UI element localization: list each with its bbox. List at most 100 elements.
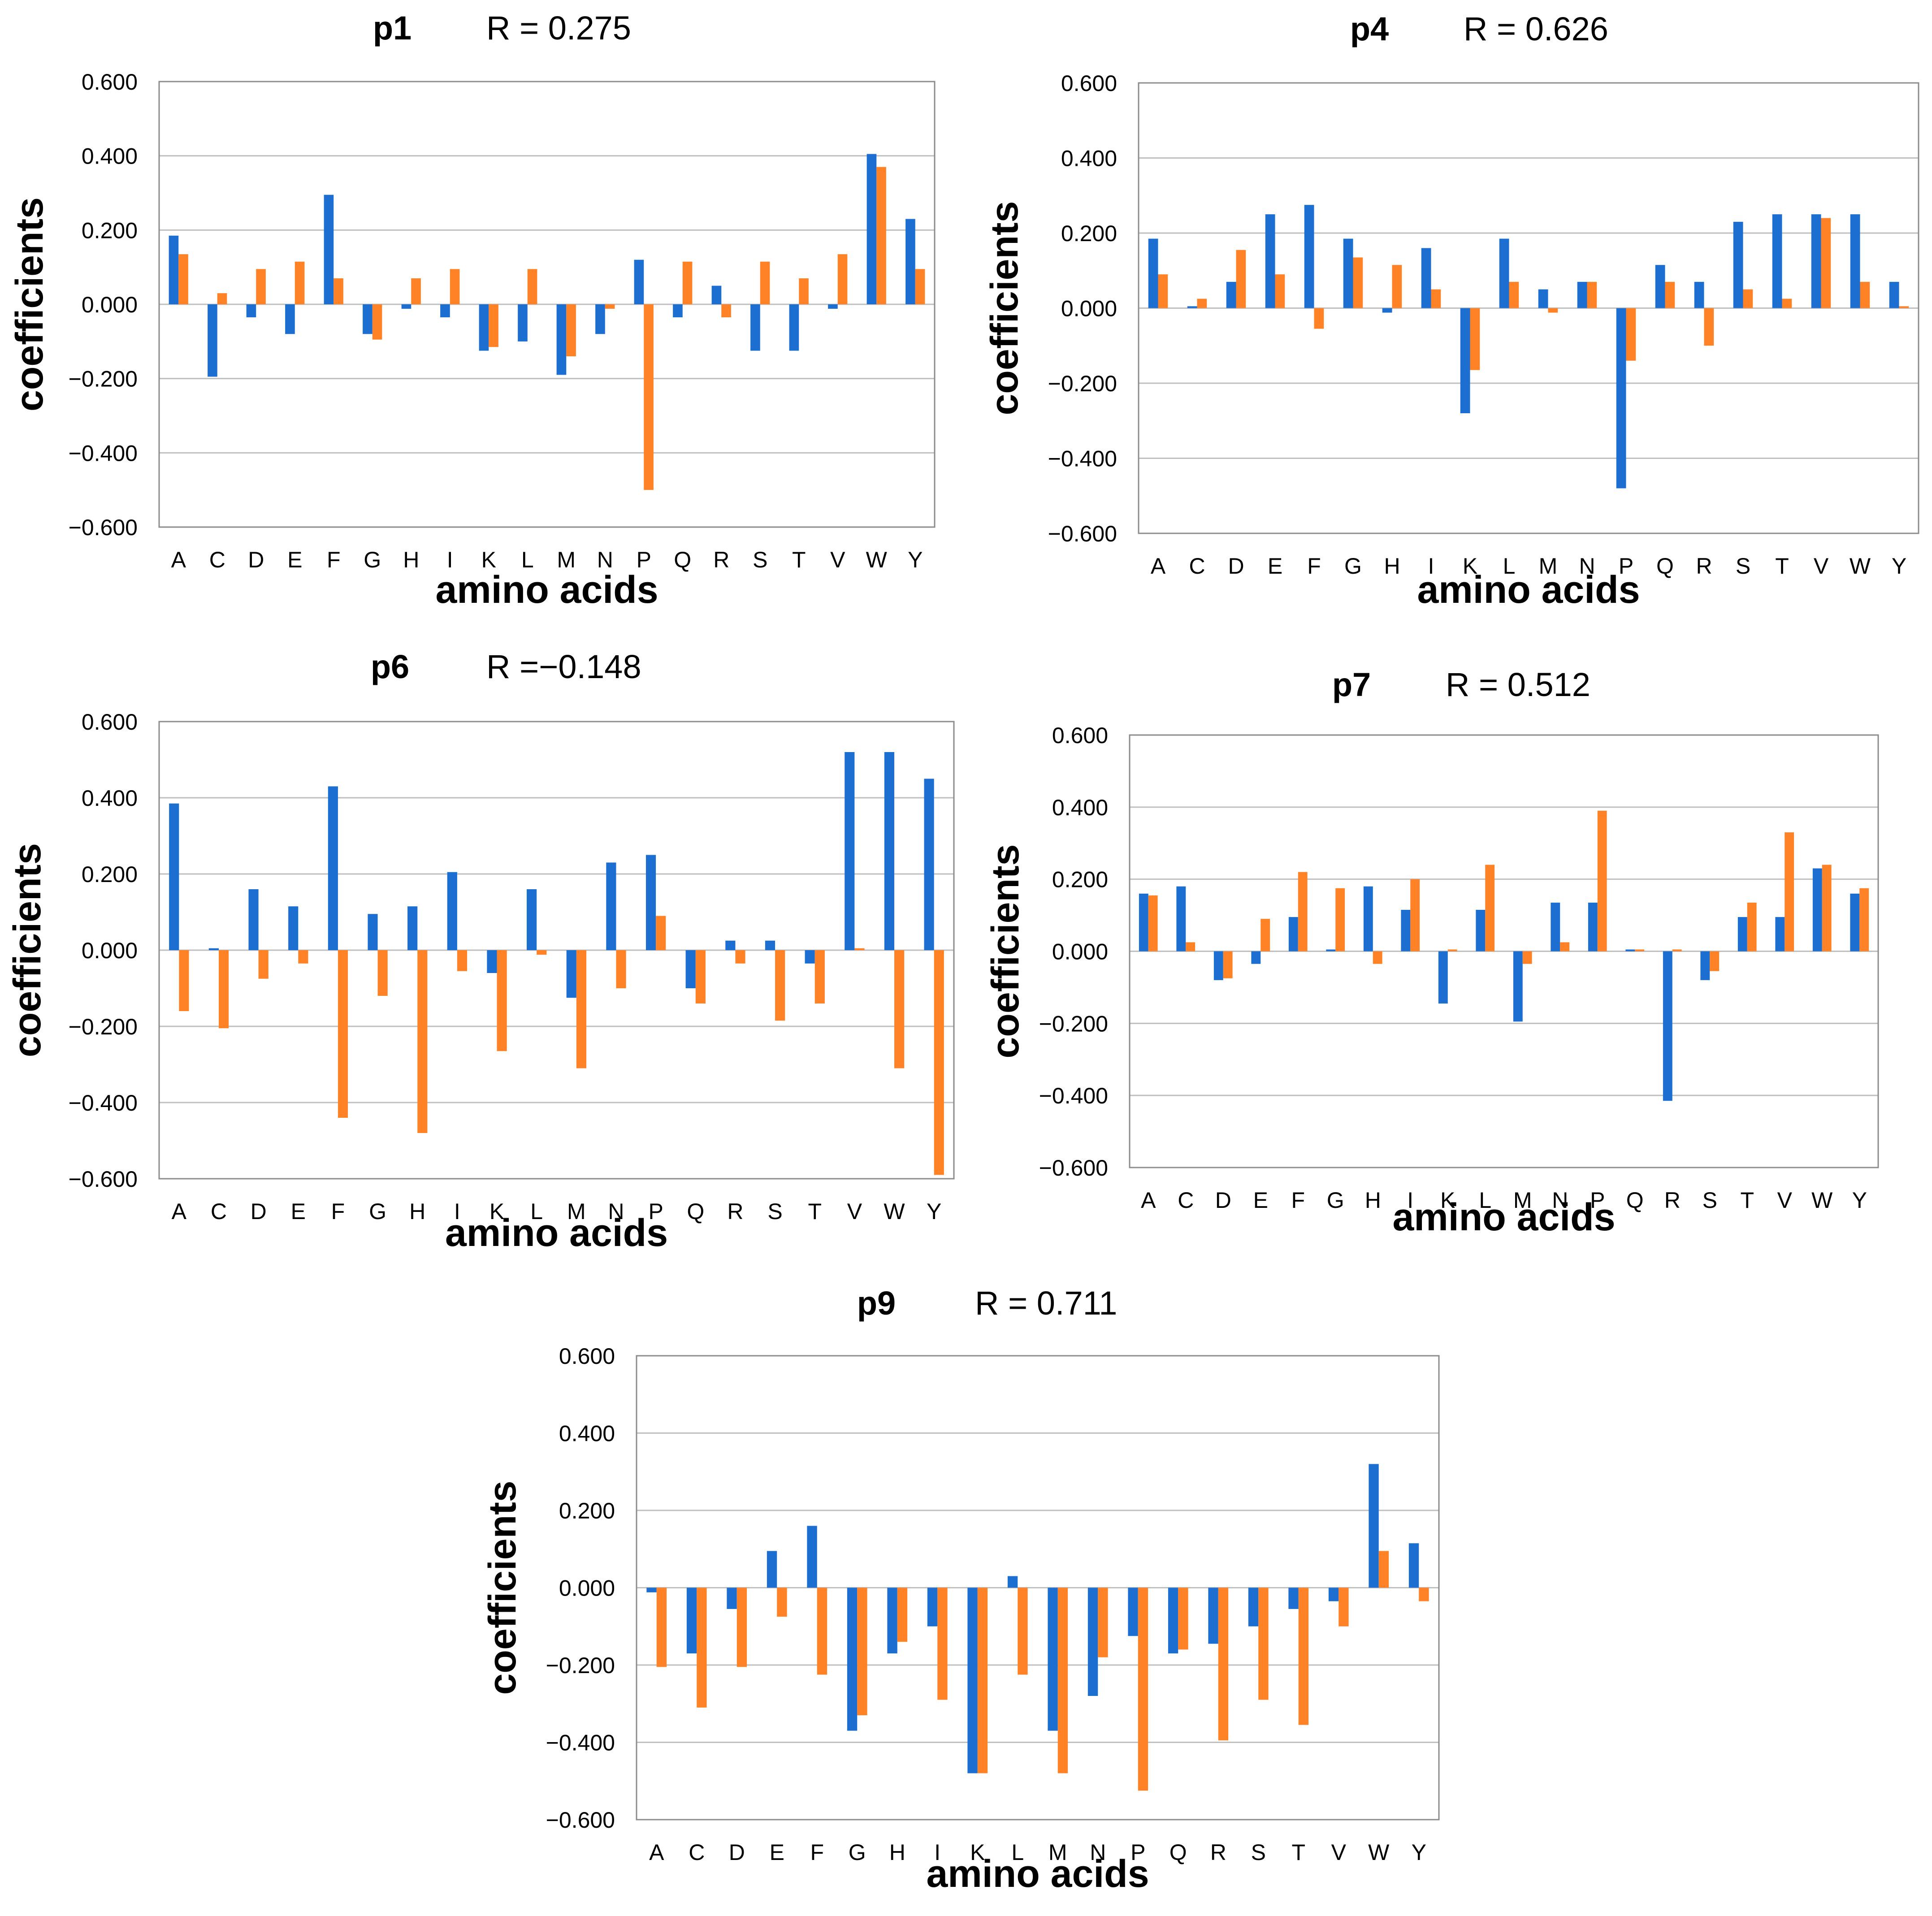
x-tick-label: R — [713, 547, 729, 572]
x-tick-label: G — [1344, 554, 1362, 579]
bar-orange-L — [1018, 1587, 1028, 1675]
bar-blue-S — [1733, 221, 1743, 308]
panel-name: p1 — [373, 9, 412, 47]
bar-orange-W — [876, 167, 886, 304]
bar-blue-K — [1438, 951, 1448, 1004]
bar-blue-G — [1326, 949, 1336, 952]
bar-orange-M — [1522, 951, 1532, 964]
x-tick-label: P — [1619, 554, 1633, 579]
bar-blue-A — [646, 1587, 657, 1592]
bar-blue-R — [1694, 281, 1704, 308]
bar-orange-N — [1560, 942, 1570, 952]
x-tick-label: L — [1479, 1188, 1491, 1213]
bar-orange-E — [295, 261, 305, 304]
bar-blue-Q — [673, 304, 683, 317]
bar-blue-G — [847, 1587, 858, 1731]
bar-orange-N — [1587, 281, 1597, 308]
bar-blue-G — [368, 914, 378, 950]
bar-blue-V — [828, 304, 838, 309]
x-tick-label: Q — [1170, 1840, 1187, 1865]
bar-blue-E — [767, 1551, 777, 1588]
bar-blue-D — [1226, 281, 1236, 308]
bar-orange-I — [457, 950, 468, 971]
panel-name: p7 — [1332, 666, 1371, 703]
bar-orange-V — [1339, 1587, 1349, 1626]
bar-blue-Q — [685, 950, 696, 988]
bar-orange-V — [837, 254, 848, 304]
bar-orange-P — [1597, 810, 1607, 952]
bar-orange-Q — [1635, 949, 1645, 952]
bar-orange-C — [218, 950, 229, 1029]
bar-blue-L — [527, 889, 537, 950]
chart-panel-p9: p9 R = 0.711 0.600 0.400 0.200 0.000 −0.200 −0.… — [481, 1285, 1440, 1895]
x-tick-label: W — [1850, 554, 1871, 579]
bar-blue-I — [1401, 910, 1411, 952]
plot-frame — [158, 81, 936, 528]
y-tick-label: −0.400 — [1048, 446, 1117, 471]
bar-blue-K — [1460, 308, 1470, 413]
x-tick-label: M — [557, 547, 576, 572]
bar-blue-V — [1775, 917, 1785, 952]
x-tick-label: E — [287, 547, 302, 572]
x-tick-label: T — [1291, 1840, 1305, 1865]
bar-orange-R — [735, 950, 745, 964]
bar-blue-R — [711, 285, 722, 304]
x-tick-label: L — [1503, 554, 1516, 579]
y-tick-label: 0.600 — [1052, 723, 1108, 748]
x-tick-label: Y — [1852, 1188, 1867, 1213]
y-tick-label: −0.600 — [1039, 1155, 1108, 1181]
bar-orange-Y — [915, 269, 925, 304]
chart-panel-p4: p4 R = 0.626 0.600 0.400 0.200 0.000 −0.200 −0.… — [983, 10, 1919, 611]
bar-orange-T — [799, 278, 809, 304]
y-tick-label: 0.400 — [1061, 146, 1117, 171]
x-tick-label: N — [608, 1199, 624, 1224]
bar-orange-A — [1158, 274, 1168, 308]
bar-blue-C — [1176, 886, 1186, 952]
bar-orange-L — [527, 269, 537, 304]
bar-blue-D — [1213, 951, 1223, 980]
plot-frame — [1129, 734, 1879, 1168]
bar-orange-S — [760, 261, 770, 304]
bar-blue-G — [363, 304, 373, 334]
y-tick-label: 0.000 — [82, 938, 138, 963]
x-tick-label: A — [1151, 554, 1166, 579]
bar-blue-C — [208, 304, 217, 377]
bar-orange-N — [605, 304, 615, 309]
x-tick-label: V — [830, 547, 845, 572]
chart-panel-p6: p6 R =−0.148 0.600 0.400 0.200 0.000 −0.200 −0.… — [6, 648, 955, 1254]
bar-blue-D — [727, 1587, 737, 1609]
bar-orange-K — [489, 304, 498, 347]
bar-orange-F — [338, 950, 348, 1118]
bar-orange-P — [656, 916, 666, 950]
gridlines — [1130, 734, 1878, 1168]
bar-orange-G — [377, 950, 388, 996]
bar-blue-L — [518, 304, 528, 342]
x-tick-label: H — [409, 1199, 425, 1224]
x-tick-label: M — [567, 1199, 586, 1224]
bar-blue-A — [169, 235, 179, 304]
bar-orange-P — [1138, 1587, 1148, 1791]
y-tick-label: −0.600 — [546, 1808, 615, 1833]
x-tick-label: K — [1440, 1188, 1455, 1213]
bar-orange-I — [450, 269, 460, 304]
bar-orange-S — [1710, 951, 1720, 971]
bar-orange-T — [1782, 298, 1792, 308]
x-tick-label: V — [847, 1199, 862, 1224]
x-tick-label: N — [1579, 554, 1595, 579]
bars — [169, 752, 944, 1175]
x-tick-label: Q — [1626, 1188, 1644, 1213]
x-tick-label: V — [1331, 1840, 1347, 1865]
y-tick-label: −0.400 — [69, 441, 138, 466]
x-tick-label: C — [211, 1199, 227, 1224]
chart-panel-p1: p1 R = 0.275 0.600 0.400 0.200 0.000 −0.200 −0.… — [8, 9, 936, 611]
bar-orange-W — [894, 950, 905, 1068]
bar-blue-L — [1007, 1576, 1018, 1588]
bar-blue-L — [1499, 238, 1509, 308]
bar-blue-K — [967, 1587, 978, 1773]
x-tick-label: S — [753, 547, 767, 572]
bar-orange-S — [1258, 1587, 1269, 1700]
x-tick-label: N — [597, 547, 613, 572]
bar-blue-M — [1513, 951, 1523, 1022]
bar-orange-M — [576, 950, 586, 1068]
bar-blue-W — [884, 752, 895, 950]
